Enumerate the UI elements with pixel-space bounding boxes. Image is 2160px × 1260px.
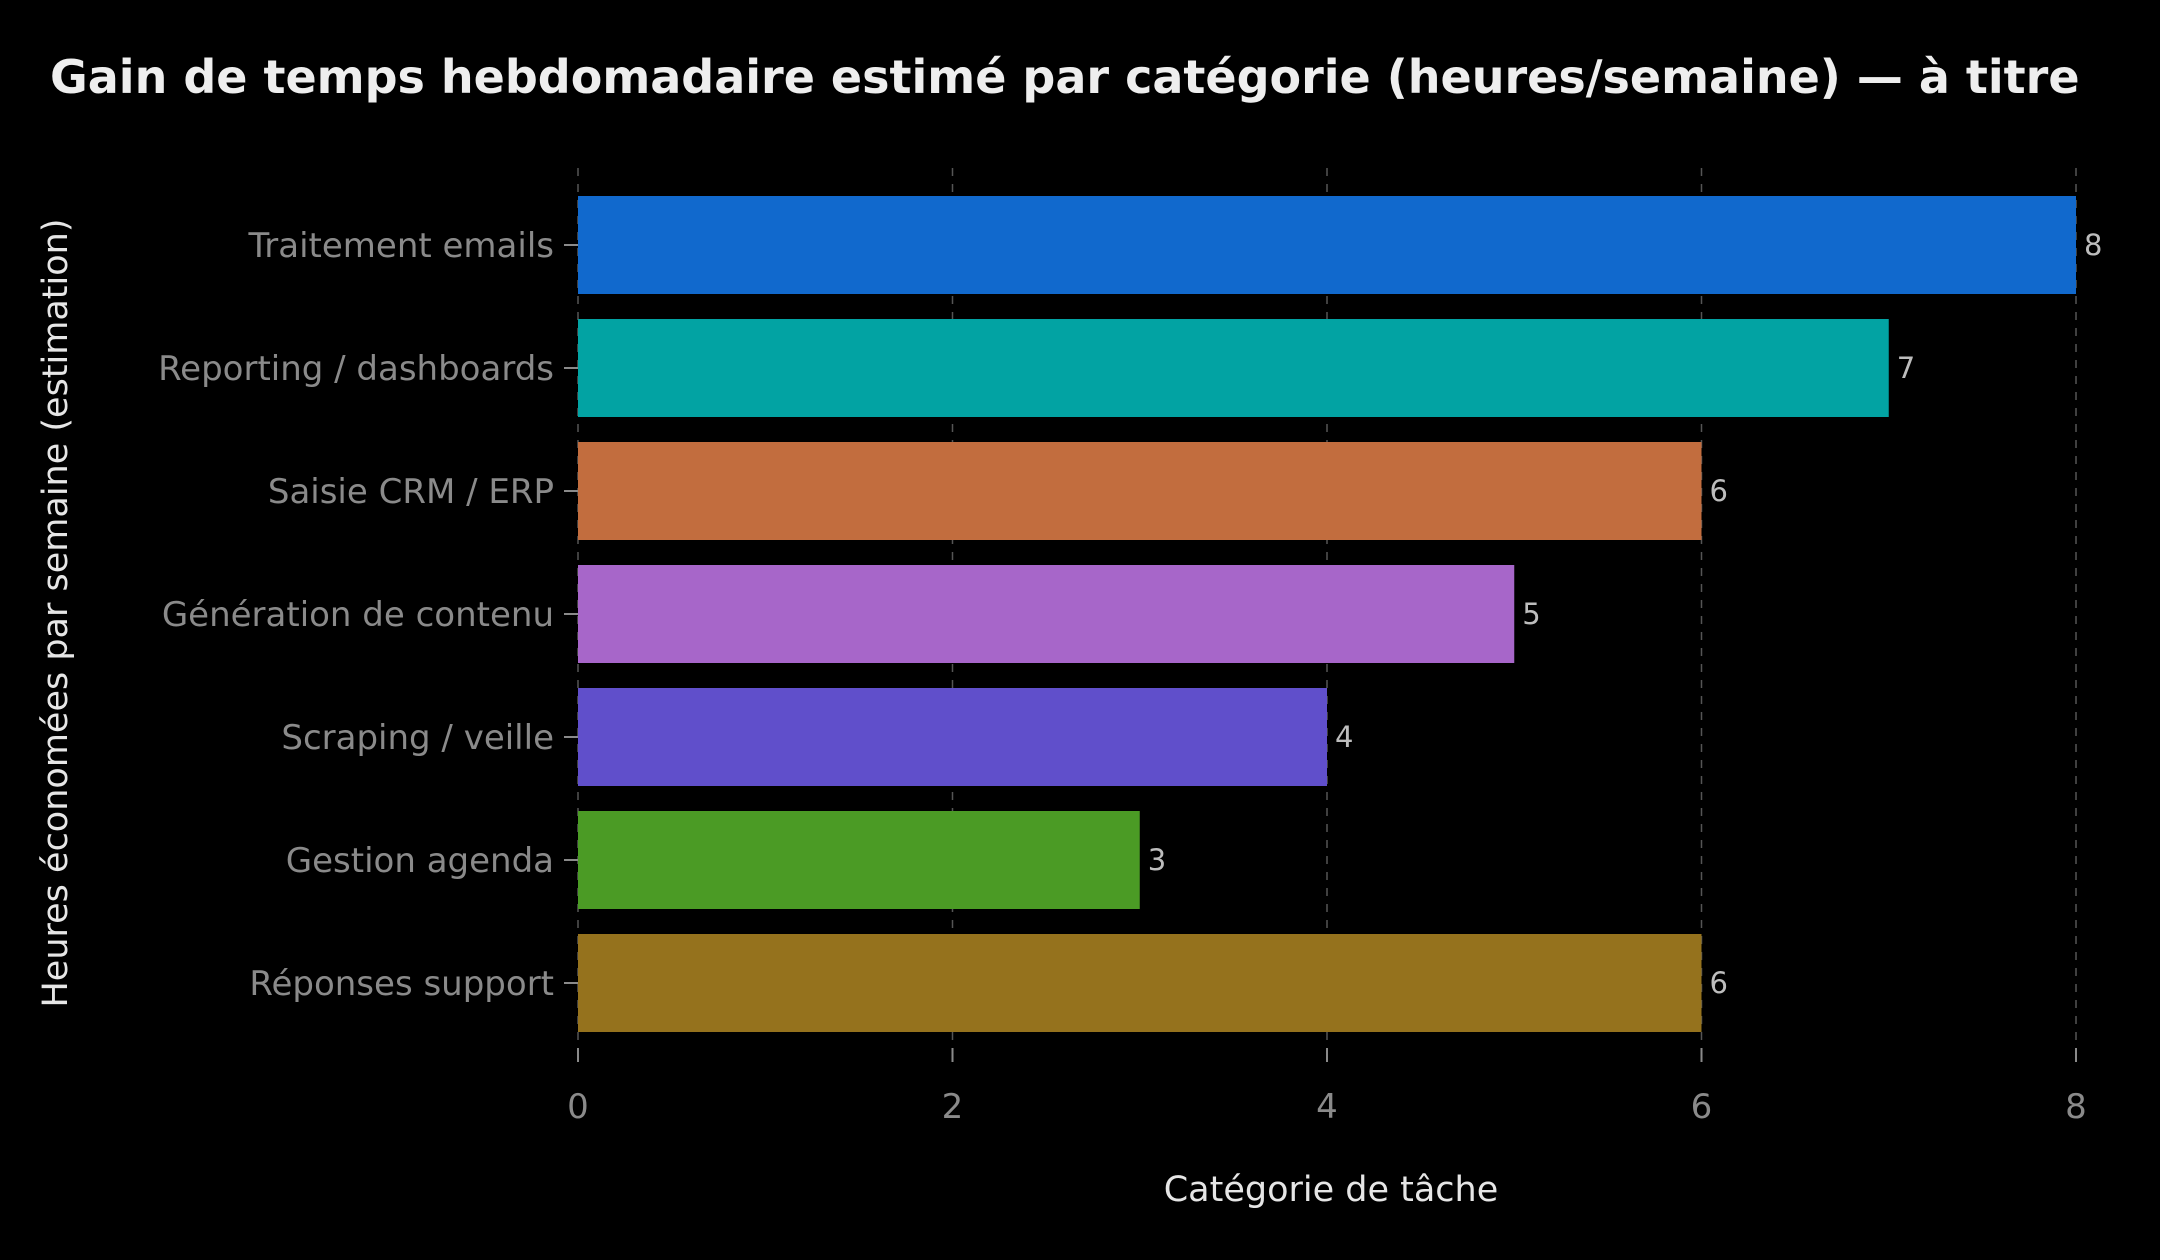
bar: [578, 688, 1327, 786]
bar: [578, 934, 1702, 1032]
bar: [578, 442, 1702, 540]
category-label: Gestion agenda: [286, 841, 554, 881]
category-label: Génération de contenu: [162, 595, 554, 635]
category-label: Traitement emails: [248, 226, 555, 266]
data-label: 5: [1522, 597, 1540, 631]
x-tick-label: 8: [2065, 1087, 2087, 1127]
y-axis-label: Heures économées par semaine (estimation…: [36, 218, 76, 1007]
data-label: 7: [1897, 351, 1915, 385]
x-axis-label: Catégorie de tâche: [1164, 1170, 1499, 1210]
data-label: 8: [2084, 228, 2102, 262]
bar: [578, 319, 1889, 417]
labels-layer: 0 2 4 6 8 Traitement emails 8 Reporting / dashb…: [158, 226, 2102, 1127]
x-tick-label: 4: [1316, 1087, 1338, 1127]
x-tick-label: 6: [1691, 1087, 1713, 1127]
data-label: 6: [1710, 474, 1728, 508]
bar: [578, 196, 2076, 294]
data-label: 6: [1710, 966, 1728, 1000]
data-label: 4: [1335, 720, 1353, 754]
data-label: 3: [1148, 843, 1166, 877]
chart-title: Gain de temps hebdomadaire estimé par ca…: [50, 50, 2080, 104]
category-label: Reporting / dashboards: [158, 349, 554, 389]
category-label: Réponses support: [249, 964, 554, 1004]
category-label: Scraping / veille: [281, 718, 554, 758]
x-tick-label: 2: [942, 1087, 964, 1127]
category-label: Saisie CRM / ERP: [268, 472, 554, 512]
bar: [578, 565, 1515, 663]
bar: [578, 811, 1140, 909]
bars-layer: [578, 196, 2076, 1032]
x-tick-label: 0: [567, 1087, 589, 1127]
